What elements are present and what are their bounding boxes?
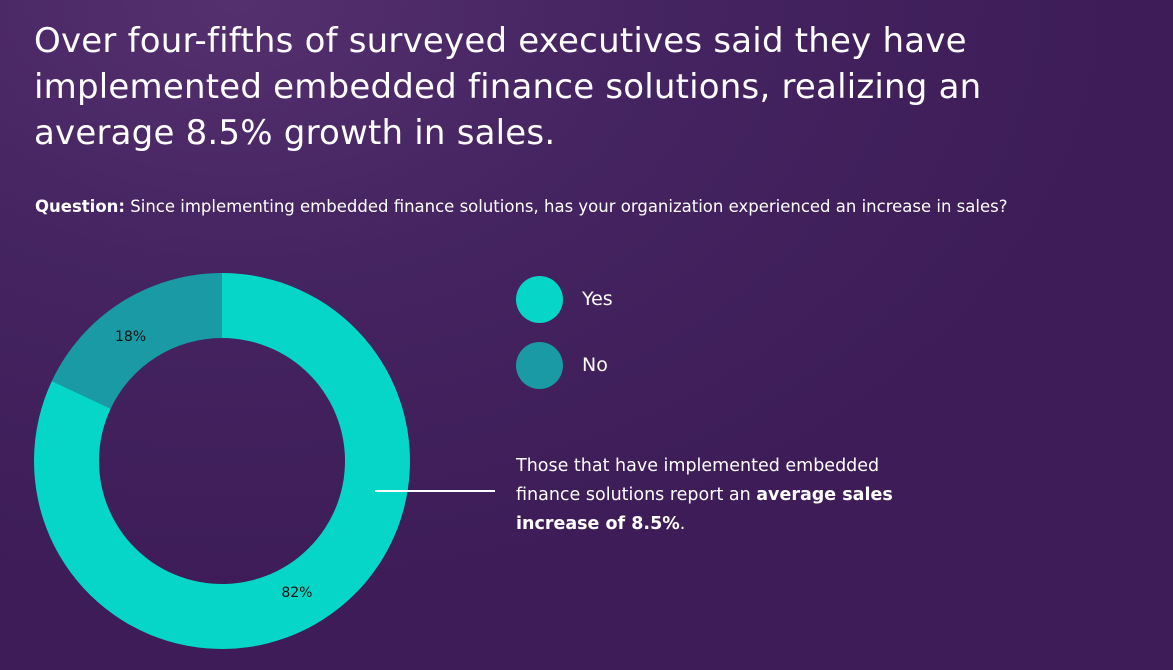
survey-question: Question: Since implementing embedded fi… xyxy=(35,196,1165,218)
callout-text-bold: average sales increase of 8.5% xyxy=(516,485,893,534)
headline-line-3: average 8.5% growth in sales. xyxy=(34,113,556,153)
headline-line-1: Over four-fifths of surveyed executives … xyxy=(34,21,967,61)
donut-chart: 82% 18% xyxy=(33,273,411,650)
legend-item-yes: Yes xyxy=(516,275,613,323)
headline: Over four-fifths of surveyed executives … xyxy=(34,18,1134,156)
callout-connector-line xyxy=(375,490,495,492)
legend-label-no: No xyxy=(582,354,608,376)
question-label: Question: xyxy=(35,197,126,216)
legend-swatch-no xyxy=(516,341,563,389)
slice-label-no: 18% xyxy=(115,329,146,345)
legend-item-no: No xyxy=(516,341,613,389)
question-text: Since implementing embedded finance solu… xyxy=(125,197,1008,216)
legend-swatch-yes xyxy=(516,275,563,323)
callout-text-end: . xyxy=(679,514,686,534)
callout-text-regular: Those that have implemented embedded fin… xyxy=(516,456,880,505)
donut-slice-no xyxy=(51,273,222,409)
chart-legend: Yes No xyxy=(516,275,613,408)
callout-text: Those that have implemented embedded fin… xyxy=(516,452,936,539)
slice-label-yes: 82% xyxy=(281,585,312,601)
donut-slice-yes xyxy=(33,273,411,650)
headline-line-2: implemented embedded finance solutions, … xyxy=(34,67,982,107)
legend-label-yes: Yes xyxy=(582,288,613,310)
